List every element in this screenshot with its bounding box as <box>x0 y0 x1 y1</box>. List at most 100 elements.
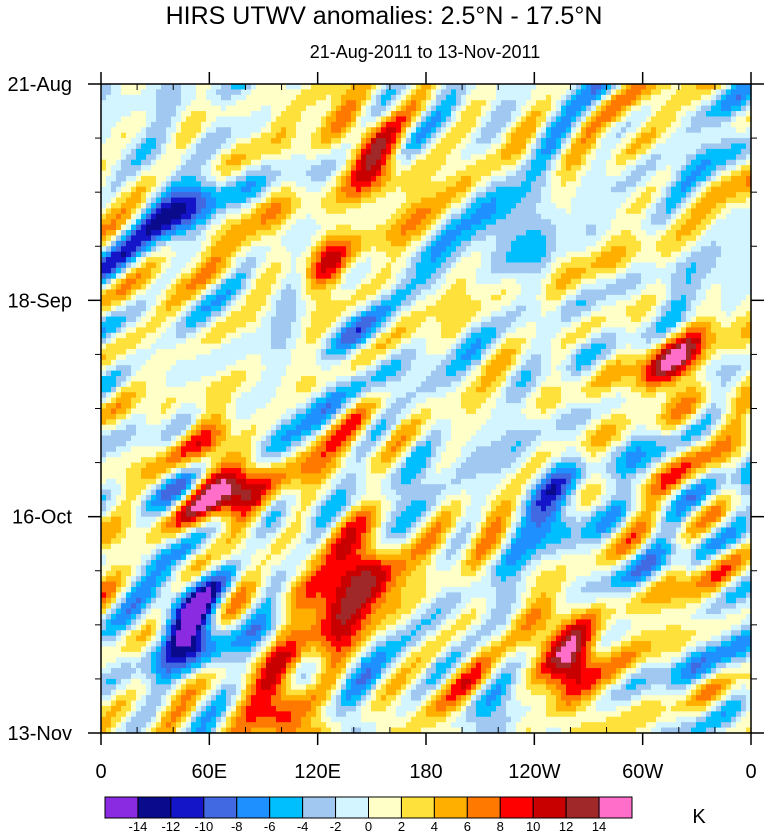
field-cell <box>426 100 432 107</box>
field-cell <box>441 273 447 280</box>
field-cell <box>206 165 212 172</box>
field-cell <box>421 148 427 155</box>
field-cell <box>631 186 637 193</box>
field-cell <box>721 273 727 280</box>
field-cell <box>341 84 347 91</box>
field-cell <box>256 84 262 91</box>
field-cell <box>661 240 667 247</box>
field-cell <box>626 235 632 242</box>
field-cell <box>231 251 237 258</box>
field-cell <box>236 273 242 280</box>
field-cell <box>156 159 162 166</box>
field-cell <box>561 159 567 166</box>
field-cell <box>371 84 377 91</box>
field-cell <box>151 202 157 209</box>
field-cell <box>656 181 662 188</box>
field-cell <box>736 278 742 285</box>
field-cell <box>561 121 567 128</box>
field-cell <box>586 175 592 182</box>
field-cell <box>541 197 547 204</box>
field-cell <box>511 278 517 285</box>
field-cell <box>216 105 222 112</box>
field-cell <box>481 284 487 291</box>
field-cell <box>196 224 202 231</box>
field-cell <box>206 105 212 112</box>
field-cell <box>116 278 122 285</box>
field-cell <box>586 267 592 274</box>
field-cell <box>121 273 127 280</box>
field-cell <box>146 105 152 112</box>
field-cell <box>541 143 547 150</box>
field-cell <box>461 202 467 209</box>
field-cell <box>286 273 292 280</box>
field-cell <box>311 246 317 253</box>
field-cell <box>221 267 227 274</box>
field-cell <box>626 186 632 193</box>
field-cell <box>536 181 542 188</box>
field-cell <box>526 219 532 226</box>
field-cell <box>156 105 162 112</box>
field-cell <box>291 132 297 139</box>
field-cell <box>546 235 552 242</box>
field-cell <box>161 138 167 145</box>
field-cell <box>236 262 242 269</box>
field-cell <box>396 132 402 139</box>
field-cell <box>641 132 647 139</box>
field-cell <box>591 262 597 269</box>
field-cell <box>466 284 472 291</box>
field-cell <box>336 175 342 182</box>
field-cell <box>531 219 537 226</box>
field-cell <box>386 121 392 128</box>
field-cell <box>226 154 232 161</box>
field-cell <box>561 240 567 247</box>
field-cell <box>641 89 647 96</box>
field-cell <box>556 224 562 231</box>
field-cell <box>151 224 157 231</box>
field-cell <box>391 278 397 285</box>
field-cell <box>306 127 312 134</box>
field-cell <box>366 111 372 118</box>
field-cell <box>676 192 682 199</box>
field-cell <box>376 89 382 96</box>
field-cell <box>436 284 442 291</box>
field-cell <box>251 154 257 161</box>
field-cell <box>236 267 242 274</box>
field-cell <box>531 267 537 274</box>
field-cell <box>556 121 562 128</box>
field-cell <box>541 100 547 107</box>
field-cell <box>526 181 532 188</box>
field-cell <box>276 251 282 258</box>
field-cell <box>156 154 162 161</box>
field-cell <box>356 262 362 269</box>
field-cell <box>291 262 297 269</box>
field-cell <box>601 262 607 269</box>
field-cell <box>151 267 157 274</box>
field-cell <box>291 213 297 220</box>
field-cell <box>186 132 192 139</box>
field-cell <box>406 170 412 177</box>
field-cell <box>696 100 702 107</box>
field-cell <box>716 138 722 145</box>
field-cell <box>236 154 242 161</box>
field-cell <box>681 116 687 123</box>
field-cell <box>271 159 277 166</box>
field-cell <box>746 192 752 199</box>
field-cell <box>611 159 617 166</box>
field-cell <box>676 154 682 161</box>
field-cell <box>311 94 317 101</box>
field-cell <box>161 121 167 128</box>
field-cell <box>706 267 712 274</box>
field-cell <box>456 208 462 215</box>
field-cell <box>436 143 442 150</box>
field-cell <box>621 213 627 220</box>
field-cell <box>711 100 717 107</box>
field-cell <box>466 213 472 220</box>
field-cell <box>496 186 502 193</box>
field-cell <box>671 127 677 134</box>
field-cell <box>336 273 342 280</box>
field-cell <box>336 181 342 188</box>
field-cell <box>516 94 522 101</box>
field-cell <box>191 165 197 172</box>
field-cell <box>566 111 572 118</box>
field-cell <box>666 111 672 118</box>
